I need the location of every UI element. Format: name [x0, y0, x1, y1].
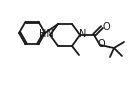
Text: O: O — [97, 39, 105, 49]
Text: N: N — [79, 29, 87, 39]
Text: O: O — [102, 22, 110, 32]
Text: HN: HN — [39, 29, 53, 39]
